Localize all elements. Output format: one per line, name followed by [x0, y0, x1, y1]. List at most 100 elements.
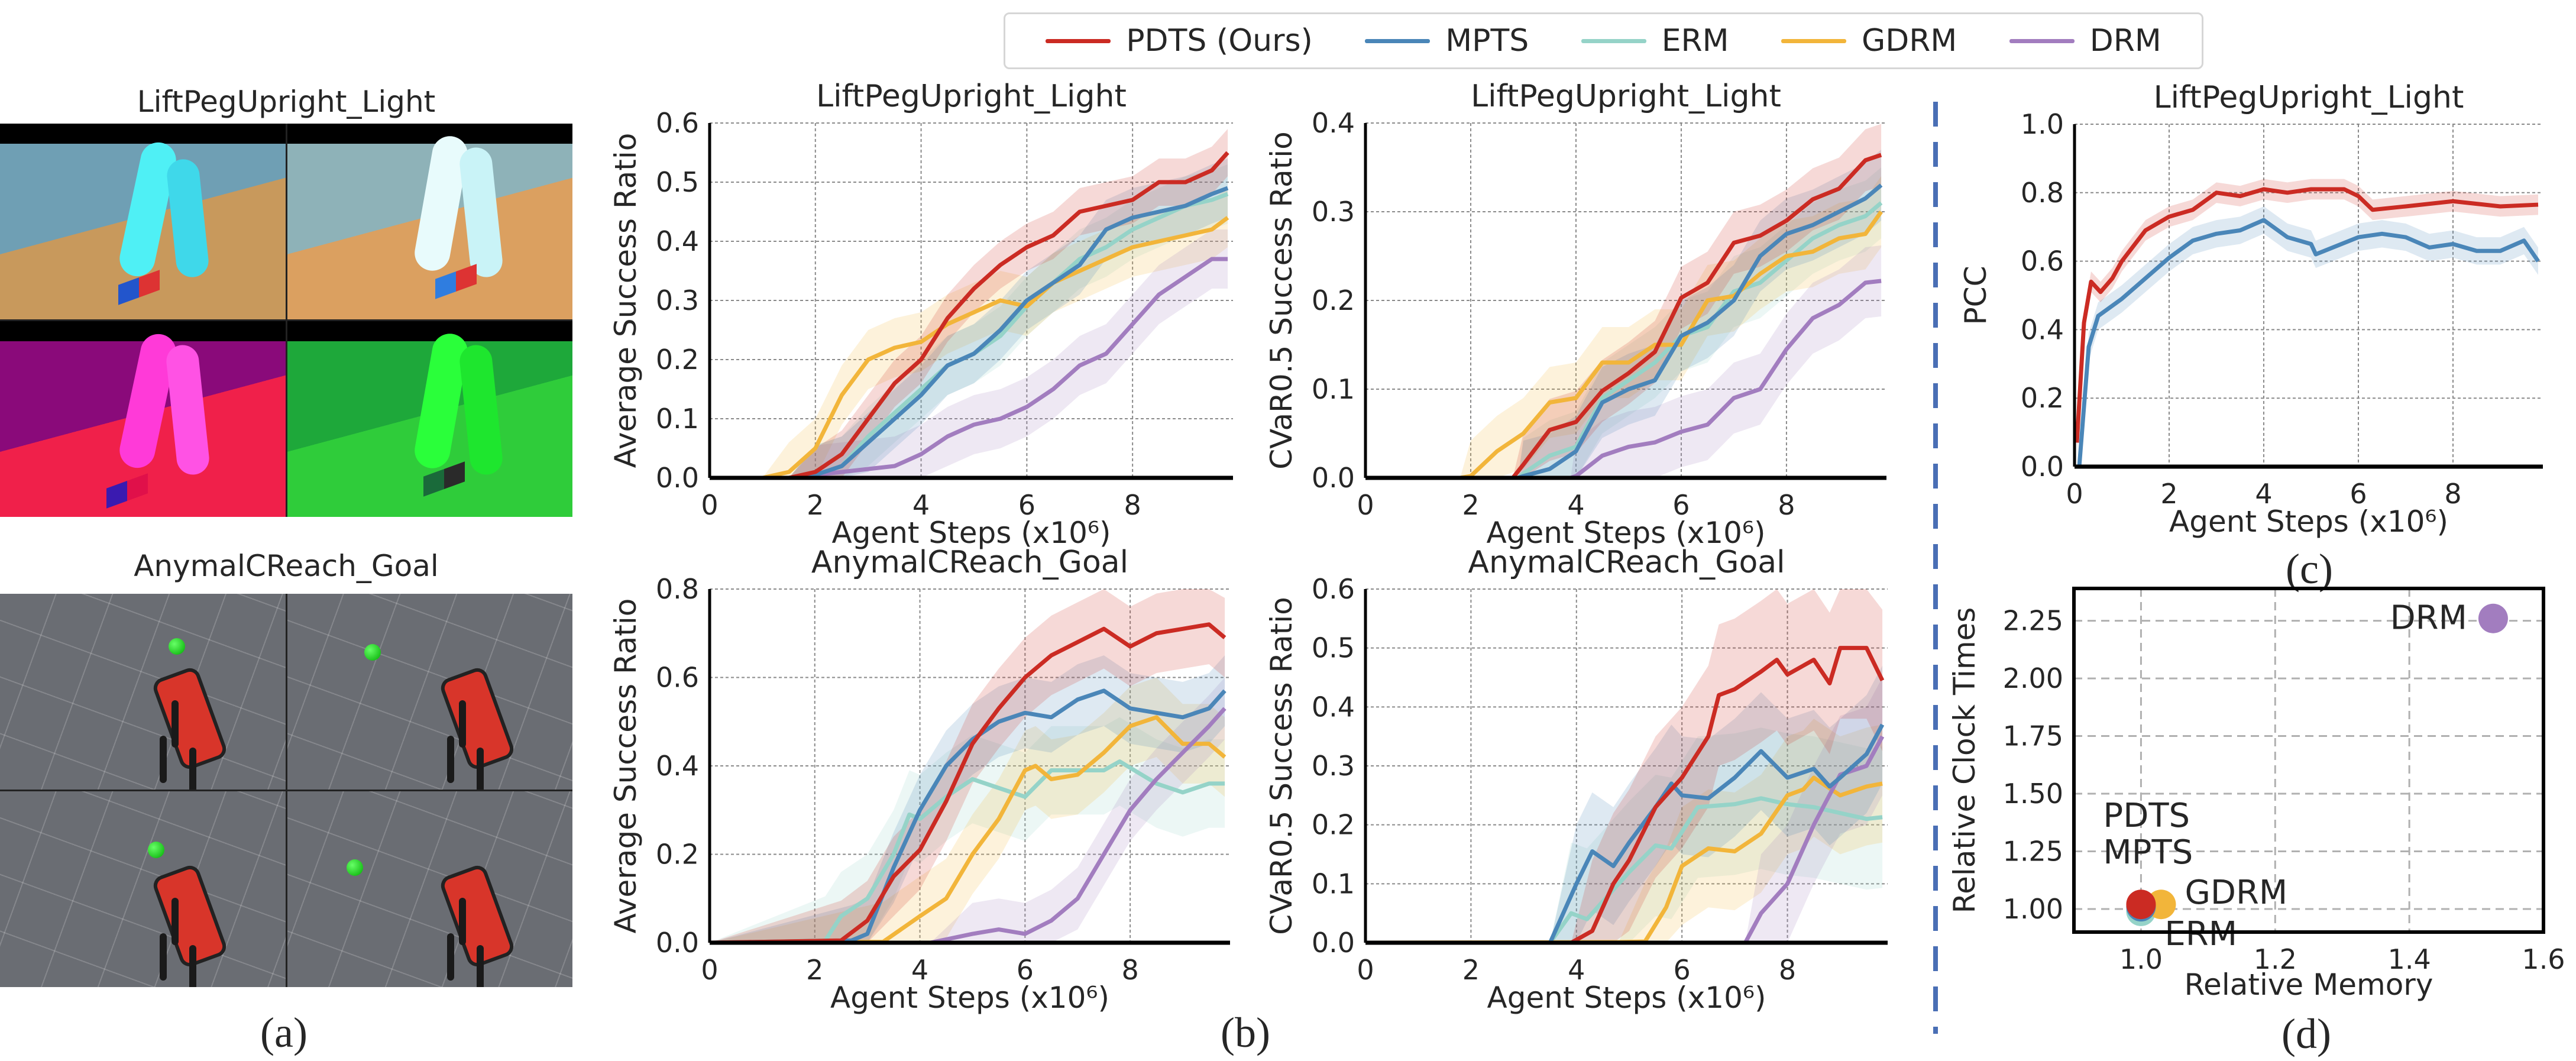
- y-tick-label: 0.2: [1312, 809, 1355, 841]
- y-tick-label: 0.1: [1312, 868, 1355, 900]
- scatter-point-drm: [2478, 603, 2508, 633]
- legend-label: MPTS: [1445, 23, 1529, 59]
- robot-leg: [189, 945, 196, 987]
- robot-leg: [160, 736, 167, 783]
- quadruped-robot: [435, 862, 524, 987]
- legend-item-mpts: MPTS: [1365, 23, 1529, 59]
- confidence-band: [710, 655, 1225, 943]
- scatter-label-drm: DRM: [2390, 599, 2467, 638]
- y-tick-label: 0.6: [656, 107, 699, 139]
- x-tick-label: 2: [806, 954, 823, 986]
- confidence-band: [1365, 176, 1882, 478]
- quadruped-robot: [148, 862, 237, 987]
- series-line-gdrm: [709, 715, 1226, 945]
- chart-panel-1: 0 2 4 6 8 0.0 0.1 0.2 0.3 0.4 LiftPegUpright_Light…: [1264, 79, 1886, 550]
- legend-item-pdts: PDTS (Ours): [1046, 23, 1313, 59]
- robot-leg: [446, 933, 454, 981]
- confidence-band: [1365, 719, 1883, 943]
- y-tick-label: 0.0: [656, 462, 699, 494]
- goal-ball: [148, 842, 164, 858]
- y-axis-label: CVaR0.5 Success Ratio: [1264, 597, 1299, 935]
- caption-a: (a): [260, 1009, 308, 1056]
- x-axis-label: Agent Steps (x10⁶): [830, 981, 1109, 1015]
- series-line-mpts: [1365, 723, 1885, 945]
- y-tick-label: 0.6: [656, 662, 699, 694]
- sky-band: [287, 321, 572, 341]
- x-tick-label: 2: [807, 489, 824, 521]
- y-tick-label: 1.0: [2021, 108, 2064, 140]
- series-line-gdrm: [1365, 775, 1883, 945]
- x-axis-label: Agent Steps (x10⁶): [2169, 504, 2448, 539]
- x-tick-label: 1.0: [2119, 943, 2163, 975]
- x-tick-label: 1.4: [2388, 943, 2431, 975]
- y-tick-label: 1.25: [2003, 836, 2063, 868]
- x-tick-label: 4: [1568, 954, 1585, 986]
- floor-grid: [0, 791, 286, 987]
- y-tick-label: 0.6: [1312, 573, 1355, 605]
- x-tick-label: 0: [701, 489, 718, 521]
- robot-leg: [171, 700, 179, 748]
- scatter-label-gdrm: GDRM: [2185, 874, 2287, 912]
- confidence-band: [710, 717, 1225, 943]
- confidence-band: [1365, 124, 1882, 478]
- chart-title: LiftPegUpright_Light: [1471, 79, 1781, 114]
- anymal-render: [287, 594, 572, 790]
- legend-label: PDTS (Ours): [1126, 23, 1313, 59]
- x-tick-label: 1.2: [2254, 943, 2297, 975]
- x-tick-label: 4: [912, 489, 930, 521]
- sky-band: [287, 124, 572, 144]
- chart-panel-2: 0 2 4 6 8 0.0 0.2 0.4 0.6 0.8 AnymalCReach_Goal Age…: [609, 545, 1230, 1015]
- chart-title: AnymalCReach_Goal: [1468, 545, 1785, 580]
- robot-leg: [476, 748, 484, 790]
- liftpeg-render-green: [287, 321, 572, 517]
- series-line-drm: [1365, 279, 1882, 480]
- series-line-pdts: [709, 622, 1226, 945]
- x-tick-label: 2: [1462, 489, 1479, 521]
- x-tick-label: 8: [2444, 478, 2461, 510]
- scatter-point-pdts: [2126, 889, 2156, 920]
- quadruped-robot: [148, 665, 237, 790]
- robot-leg: [171, 898, 179, 945]
- confidence-band: [1365, 150, 1882, 478]
- chart-panel-0: 0 2 4 6 8 0.0 0.1 0.2 0.3 0.4 0.5 0.6 LiftPegUpright…: [609, 79, 1233, 550]
- series-line-pdts: [1365, 153, 1882, 480]
- legend-item-erm: ERM: [1581, 23, 1729, 59]
- y-tick-label: 0.2: [1312, 284, 1355, 316]
- legend-label: GDRM: [1861, 23, 1957, 59]
- y-axis-label: PCC: [1959, 266, 1993, 325]
- caption-d: (d): [2281, 1010, 2331, 1057]
- legend-swatch-pdts: [1046, 38, 1111, 43]
- anymal-render: [287, 791, 572, 987]
- goal-ball: [364, 644, 381, 661]
- legend-item-gdrm: GDRM: [1781, 23, 1957, 59]
- y-tick-label: 0.0: [2021, 451, 2064, 483]
- x-tick-label: 8: [1124, 489, 1141, 521]
- x-tick-label: 6: [1018, 489, 1035, 521]
- x-axis-label: Relative Memory: [2185, 968, 2433, 1002]
- y-tick-label: 0.0: [1312, 462, 1355, 494]
- robot-leg: [189, 748, 196, 790]
- series-line-erm: [709, 759, 1225, 945]
- chart-panel-3: 0 2 4 6 8 0.0 0.1 0.2 0.3 0.4 0.5 0.6 AnymalCReach_G…: [1264, 545, 1888, 1015]
- y-tick-label: 0.8: [656, 573, 699, 605]
- y-tick-label: 1.75: [2003, 720, 2063, 752]
- chart-panel-5: 1.0 1.2 1.4 1.6 1.00 1.25 1.50 1.75 2.00 2.25 Rela…: [1947, 587, 2565, 1002]
- series-line-mpts: [2077, 218, 2540, 467]
- y-tick-label: 0.8: [2021, 177, 2064, 209]
- y-axis-label: Relative Clock Times: [1947, 607, 1982, 914]
- x-tick-label: 6: [1672, 489, 1690, 521]
- sky-band: [0, 124, 286, 144]
- robot-leg: [446, 736, 454, 783]
- x-axis-label: Agent Steps (x10⁶): [1487, 981, 1766, 1015]
- legend-swatch-drm: [2009, 38, 2075, 43]
- scatter-label-mpts: MPTS: [2103, 833, 2193, 872]
- y-tick-label: 1.00: [2003, 893, 2063, 925]
- scene-title-liftpeg: LiftPegUpright_Light: [137, 85, 436, 119]
- liftpeg-render-magenta: [0, 321, 286, 517]
- robot-leg: [458, 898, 466, 945]
- robot-leg: [458, 700, 466, 748]
- legend-swatch-erm: [1581, 38, 1646, 43]
- sky-band: [0, 321, 286, 341]
- confidence-band: [1365, 167, 1882, 478]
- chart-title: LiftPegUpright_Light: [816, 79, 1127, 114]
